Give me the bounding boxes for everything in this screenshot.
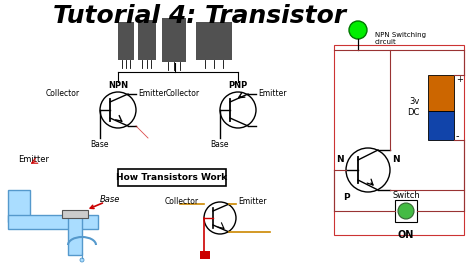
Text: 3v
DC: 3v DC [408,97,420,117]
Text: Collector: Collector [165,197,199,206]
FancyBboxPatch shape [118,168,227,185]
Bar [196,22,232,60]
Bar [428,75,454,111]
Text: Emitter: Emitter [138,89,166,98]
Text: PNP: PNP [228,81,247,90]
Text: Emitter: Emitter [258,89,286,98]
Bar [68,215,82,255]
Bar [162,18,186,62]
Text: Base: Base [91,140,109,149]
Text: Collector: Collector [46,89,80,98]
Text: NPN: NPN [108,81,128,90]
Text: Tutorial 4: Transistor: Tutorial 4: Transistor [54,4,346,28]
Text: +: + [456,74,463,84]
Text: Base: Base [211,140,229,149]
Bar [428,111,454,140]
Bar [200,251,210,259]
Bar [138,20,156,60]
Text: -: - [456,131,459,141]
Text: P: P [343,193,349,202]
Circle shape [349,21,367,39]
Text: N: N [336,156,344,164]
Circle shape [80,258,84,262]
Text: ON: ON [398,230,414,240]
Text: Emitter: Emitter [238,197,266,206]
Text: Emitter: Emitter [18,156,49,164]
Circle shape [398,203,414,219]
Bar [118,22,134,60]
Text: NPN Switching
circuit: NPN Switching circuit [375,31,426,44]
Text: How Transistors Work: How Transistors Work [117,172,228,181]
Bar [8,190,30,222]
Text: Switch: Switch [392,190,420,200]
Text: Base: Base [100,196,120,205]
Bar [395,200,417,222]
Text: Collector: Collector [166,89,200,98]
Text: N: N [392,156,400,164]
Bar [8,215,98,229]
Bar [334,45,464,235]
Bar [62,210,88,218]
